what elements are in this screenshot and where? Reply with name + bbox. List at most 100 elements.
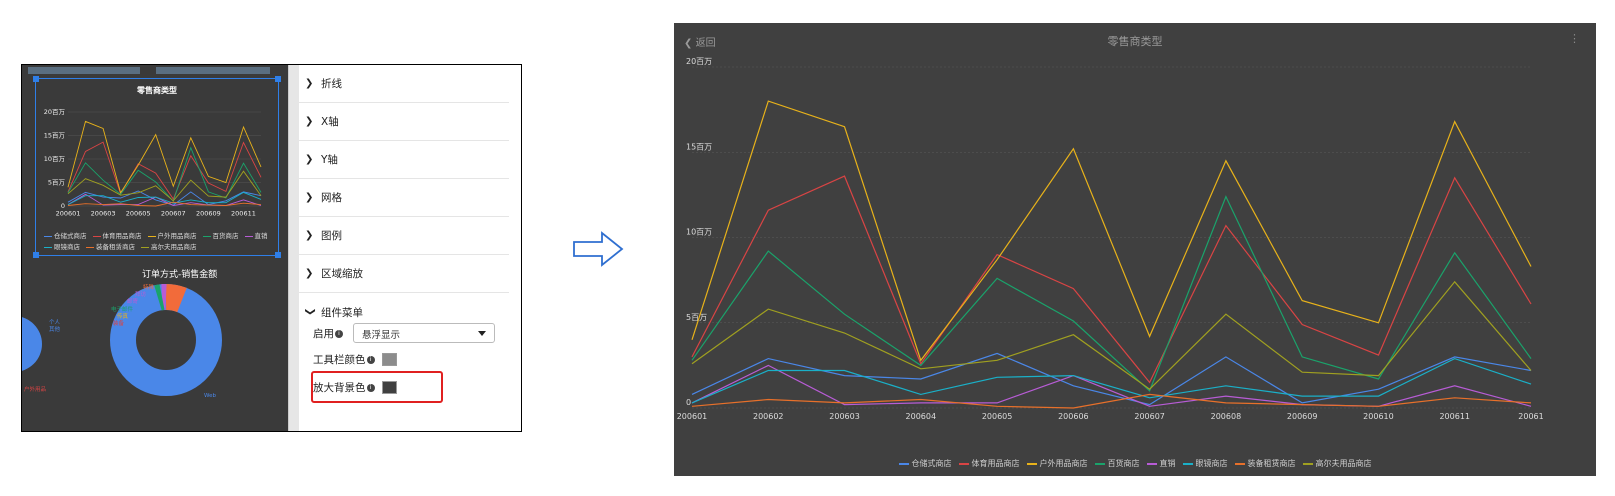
legend-item[interactable]: 装备租赁商店 xyxy=(86,242,135,253)
info-icon[interactable]: i xyxy=(366,355,375,364)
chevron-right-icon: ❯ xyxy=(305,78,314,89)
x-tick-label: 200611 xyxy=(231,210,256,218)
viewer-title: 零售商类型 xyxy=(1107,35,1163,48)
legend-label: 仓储式商店 xyxy=(54,232,87,240)
legend-item[interactable]: 高尔夫用品商店 xyxy=(141,242,197,253)
chevron-right-icon: ❯ xyxy=(305,116,314,127)
toolbar-color-row: 工具栏颜色 i xyxy=(313,352,397,367)
legend-label: 仓储式商店 xyxy=(911,459,952,468)
series-line xyxy=(691,195,1532,392)
legend-item[interactable]: 百货商店 xyxy=(1094,458,1140,469)
resize-handle[interactable] xyxy=(33,76,39,82)
legend-label: 直销 xyxy=(254,232,268,240)
legend-item[interactable]: 户外用品商店 xyxy=(1026,458,1088,469)
donut-label: 装备 xyxy=(113,321,125,327)
resize-handle[interactable] xyxy=(275,252,281,258)
donut-slice-other xyxy=(165,284,187,313)
legend-item[interactable]: 仓储式商店 xyxy=(898,458,952,469)
y-tick-label: 15百万 xyxy=(686,142,712,151)
prop-section-label: 图例 xyxy=(321,230,342,242)
legend-swatch xyxy=(1302,462,1313,465)
partial-pie-slice xyxy=(22,317,42,371)
legend-swatch xyxy=(244,235,253,237)
enable-select[interactable]: 悬浮显示 xyxy=(353,323,495,343)
legend-swatch xyxy=(141,246,149,248)
donut-label: 个人 xyxy=(49,320,61,326)
x-tick-label: 200610 xyxy=(1363,412,1394,421)
prop-section-xaxis[interactable]: ❯ X轴 xyxy=(299,103,509,141)
legend-item[interactable]: 直销 xyxy=(244,231,268,242)
donut-label: 拜访 xyxy=(135,292,147,298)
series-line xyxy=(691,393,1532,409)
back-button[interactable]: ❮ 返回 xyxy=(684,34,716,49)
zoom-bg-row: 放大背景色 i xyxy=(313,380,397,395)
legend-item[interactable]: 体育用品商店 xyxy=(92,231,142,242)
series-line xyxy=(67,190,262,206)
legend-item[interactable]: 高尔夫用品商店 xyxy=(1302,458,1372,469)
legend-item[interactable]: 百货商店 xyxy=(202,231,239,242)
legend-label: 高尔夫用品商店 xyxy=(1315,459,1372,468)
legend-swatch xyxy=(1234,462,1245,465)
resize-handle[interactable] xyxy=(275,76,281,82)
x-tick-label: 200607 xyxy=(161,210,186,218)
x-tick-label: 200605 xyxy=(126,210,151,218)
series-line xyxy=(691,175,1532,384)
series-line xyxy=(691,357,1532,404)
series-line xyxy=(691,100,1532,362)
x-tick-label: 200604 xyxy=(906,412,937,421)
resize-handle[interactable] xyxy=(33,252,39,258)
x-tick-label: 200607 xyxy=(1134,412,1165,421)
legend-item[interactable]: 眼镜商店 xyxy=(44,242,80,253)
y-tick-label: 10百万 xyxy=(44,155,66,163)
x-tick-label: 200602 xyxy=(753,412,784,421)
more-menu-icon[interactable]: ⋮ xyxy=(1569,32,1580,45)
legend-item[interactable]: 装备租赁商店 xyxy=(1234,458,1296,469)
legend-item[interactable]: 直销 xyxy=(1146,458,1176,469)
prop-section-yaxis[interactable]: ❯ Y轴 xyxy=(299,141,509,179)
info-icon[interactable]: i xyxy=(335,329,343,338)
series-line xyxy=(67,191,262,206)
legend-label: 体育用品商店 xyxy=(102,232,142,240)
legend-swatch xyxy=(1026,462,1037,465)
prop-section-legend[interactable]: ❯ 图例 xyxy=(299,217,509,255)
back-label: 返回 xyxy=(695,38,716,49)
legend-label: 百货商店 xyxy=(212,232,239,240)
y-tick-label: 10百万 xyxy=(686,228,712,237)
properties-panel: ❯ 折线 ❯ X轴 ❯ Y轴 ❯ 网格 ❯ 图例 ❯ 区域缩放 ❯ 组件菜单 启用 i 悬浮显示… xyxy=(299,65,521,431)
chevron-left-icon: ❮ xyxy=(684,38,693,49)
series-line xyxy=(67,120,262,194)
series-line xyxy=(67,193,262,206)
info-icon[interactable]: i xyxy=(366,383,375,392)
panel-splitter[interactable] xyxy=(288,65,299,431)
legend-label: 眼镜商店 xyxy=(54,243,80,251)
legend-label: 高尔夫用品商店 xyxy=(151,243,197,251)
selected-chart-widget[interactable]: 零售商类型 0 5百万 10百万 15百万 20百万 200601 200603 200605… xyxy=(33,76,281,258)
series-line xyxy=(67,141,262,200)
legend-item[interactable]: 仓储式商店 xyxy=(44,231,87,242)
main-line-chart: 0 5百万 10百万 15百万 20百万 200601 200602 200603 200604… xyxy=(677,57,1544,421)
prop-section-component-menu[interactable]: ❯ 组件菜单 xyxy=(299,293,509,331)
y-tick-label: 0 xyxy=(61,202,65,210)
zoom-bg-label: 放大背景色 xyxy=(313,382,366,394)
series-line xyxy=(691,364,1532,407)
x-tick-label: 200605 xyxy=(982,412,1013,421)
legend-item[interactable]: 眼镜商店 xyxy=(1182,458,1228,469)
legend-item[interactable]: 体育用品商店 xyxy=(958,458,1020,469)
legend-swatch xyxy=(44,235,52,237)
donut-label: 其他 xyxy=(49,327,61,333)
legend-item[interactable]: 户外用品商店 xyxy=(147,231,197,242)
prop-section-zoom[interactable]: ❯ 区域缩放 xyxy=(299,255,509,293)
donut-chart-title: 订单方式-销售金额 xyxy=(142,270,218,280)
prop-section-label: 组件菜单 xyxy=(321,306,363,319)
toolbar-color-swatch[interactable] xyxy=(381,353,397,366)
prop-section-label: 网格 xyxy=(321,192,342,204)
zoom-bg-color-swatch[interactable] xyxy=(381,381,397,394)
prop-section-grid[interactable]: ❯ 网格 xyxy=(299,179,509,217)
x-tick-label: 200603 xyxy=(91,210,116,218)
prop-section-label: X轴 xyxy=(321,116,339,128)
legend-swatch xyxy=(898,462,909,465)
prop-section-line[interactable]: ❯ 折线 xyxy=(299,65,509,103)
x-tick-label: 20061 xyxy=(1518,412,1543,421)
legend-label: 户外用品商店 xyxy=(157,232,197,240)
toolbar-color-label: 工具栏颜色 xyxy=(313,354,366,366)
